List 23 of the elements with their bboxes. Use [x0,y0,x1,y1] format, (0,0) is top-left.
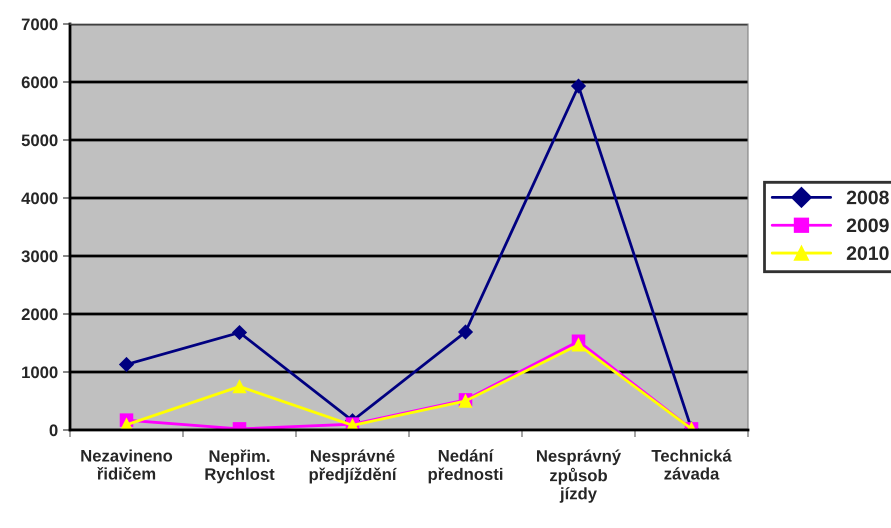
legend-label: 2008 [846,190,889,204]
x-tick-label: Nedání přednosti [428,449,502,484]
y-tick-label: 7000 [22,18,58,30]
x-tick-label: Technická závada [652,449,732,480]
y-tick-label: 4000 [21,192,58,204]
y-tick-label: 0 [50,424,58,436]
x-tick-label: Nesprávné předjíždění [310,449,397,484]
point [572,338,586,352]
x-tick-label: Nesprávný způsob jízdy [537,449,622,503]
point [232,380,246,394]
point [571,78,586,94]
point [458,324,473,340]
x-tick-label: Nepřim. Rychlost [205,449,274,484]
y-tick-label: 1000 [22,366,58,378]
legend-label: 2009 [846,218,889,232]
y-tick-label: 3000 [22,250,58,262]
y-tick-label: 5000 [22,134,58,146]
legend-label: 2010 [846,246,889,260]
point [232,325,247,340]
y-tick-label: 2000 [22,308,58,320]
y-tick-label: 6000 [22,76,58,88]
x-tick-label: Nezavineno řidičem [81,449,172,480]
point [119,357,134,372]
